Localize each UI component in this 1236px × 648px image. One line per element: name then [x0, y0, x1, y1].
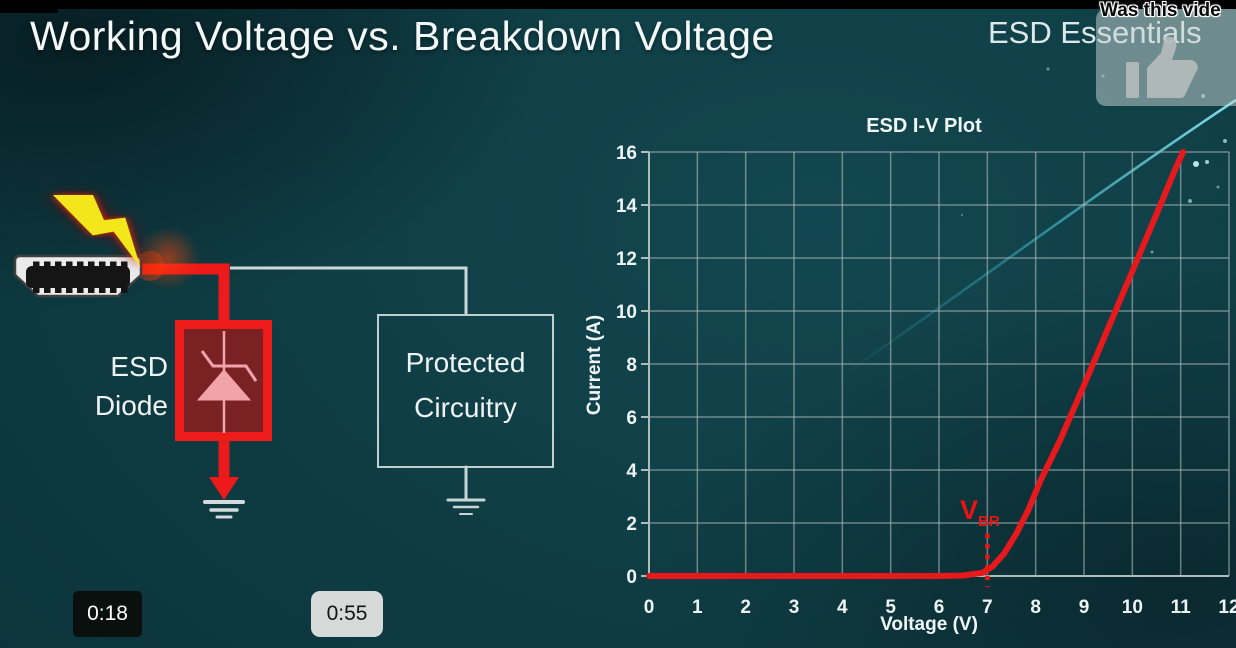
x-tick-label: 4: [837, 597, 848, 618]
y-tick-label: 16: [616, 143, 637, 164]
letterbox-top-bar: [0, 0, 1236, 9]
y-tick-label: 4: [626, 461, 637, 482]
esd-diode-label-line2: Diode: [94, 390, 168, 421]
y-tick-label: 12: [616, 249, 637, 270]
chart-x-axis-label: Voltage (V): [880, 614, 978, 635]
protected-circuitry-label: Protected Circuitry: [378, 340, 553, 430]
y-tick-label: 0: [626, 567, 637, 588]
x-tick-label: 1: [692, 597, 703, 618]
lightning-bolt-icon: [53, 195, 141, 268]
x-tick-label: 6: [934, 597, 945, 618]
hdmi-pins: [33, 261, 128, 293]
x-tick-label: 3: [789, 597, 800, 618]
x-tick-label: 9: [1079, 597, 1090, 618]
x-tick-label: 2: [740, 597, 751, 618]
protected-label-line1: Protected: [405, 347, 526, 378]
x-tick-label: 7: [982, 597, 993, 618]
feedback-prompt-text: Was this vide: [1100, 0, 1221, 21]
protected-circuit-wire: [230, 266, 468, 316]
esd-diode-label-line1: ESD: [110, 351, 168, 382]
y-tick-label: 10: [616, 302, 637, 323]
y-tick-label: 2: [626, 514, 637, 535]
x-tick-label: 12: [1218, 597, 1236, 618]
thumbs-up-icon[interactable]: [1117, 28, 1213, 104]
diode-ground-icon: [203, 500, 245, 519]
strike-glow: [136, 226, 200, 290]
zener-diode-symbol: [196, 331, 258, 433]
esd-diode-box: [175, 320, 272, 441]
breakdown-voltage-annotation: VBR: [960, 495, 1000, 530]
letterbox-top-bar-notch: [0, 0, 58, 13]
y-tick-label: 8: [626, 355, 637, 376]
slide-title: Working Voltage vs. Breakdown Voltage: [30, 13, 775, 59]
current-time-badge: 0:18: [73, 591, 142, 637]
strike-glow-core: [135, 251, 165, 281]
protected-label-line2: Circuitry: [414, 392, 517, 423]
esd-diode-label: ESD Diode: [60, 347, 168, 425]
swoosh-curve: [835, 98, 1236, 382]
x-tick-label: 10: [1122, 597, 1143, 618]
y-tick-label: 6: [626, 408, 637, 429]
x-tick-label: 0: [644, 597, 655, 618]
x-tick-label: 8: [1030, 597, 1041, 618]
diode-ground-arrow: [209, 440, 239, 500]
vbr-symbol: V: [960, 495, 979, 525]
x-tick-label: 11: [1171, 597, 1192, 618]
chapter-time-badge[interactable]: 0:55: [311, 591, 383, 637]
y-tick-label: 14: [616, 196, 638, 217]
protected-ground-icon: [446, 465, 486, 515]
x-tick-label: 5: [885, 597, 896, 618]
hdmi-connector: [13, 254, 143, 298]
chart-title: ESD I-V Plot: [866, 115, 982, 137]
vbr-subscript: BR: [978, 513, 1000, 530]
iv-curve: [646, 149, 1187, 579]
